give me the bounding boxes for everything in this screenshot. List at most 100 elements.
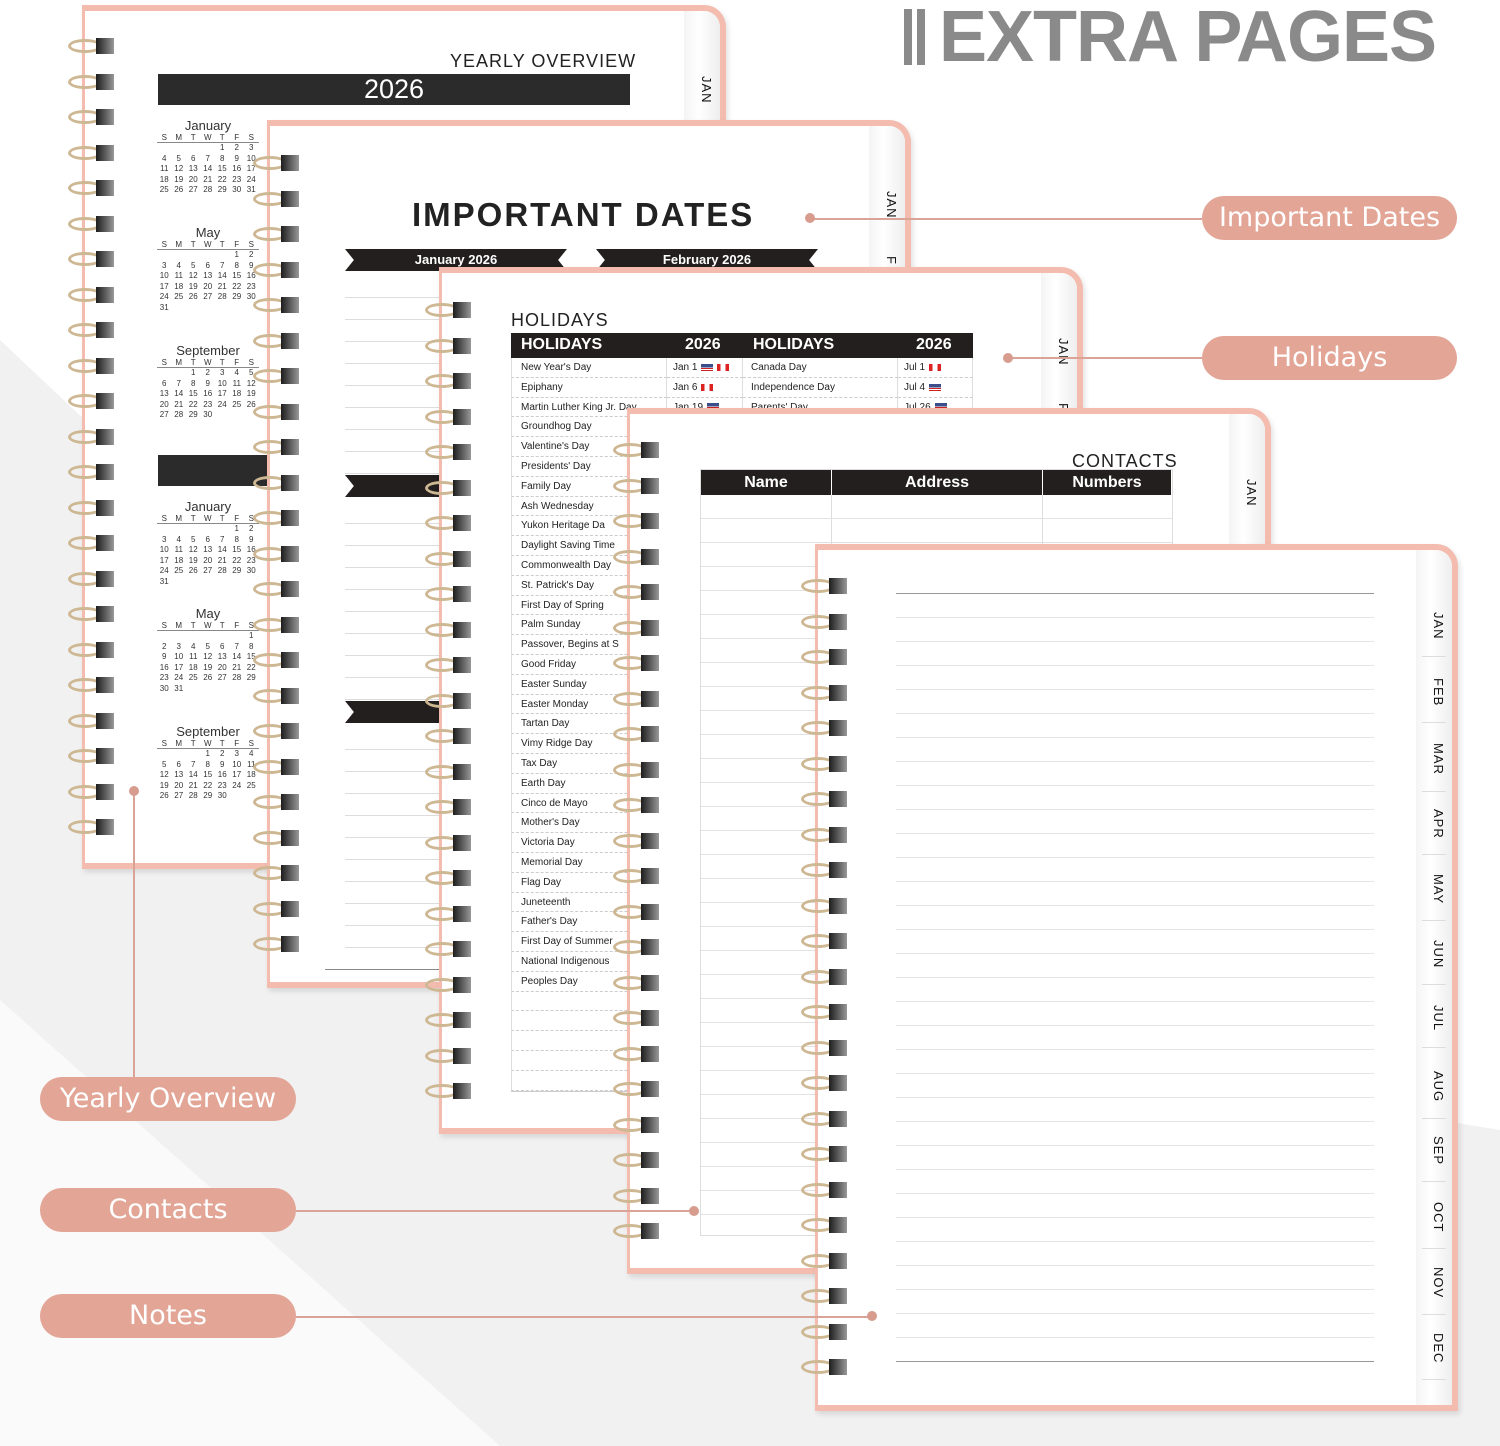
day-cell [157, 631, 172, 642]
yearly-title: YEARLY OVERVIEW [450, 51, 637, 71]
ring-hole [829, 897, 847, 914]
day-cell: 29 [232, 566, 242, 576]
ring-hole [96, 606, 114, 622]
day-cell: 4 [176, 534, 181, 544]
notes-page: JAN FEB MAR APR MAY JUN JUL AUG SEP OCT NOV DEC [815, 544, 1458, 1411]
day-cell [186, 749, 201, 760]
tab-apr[interactable]: APR [1422, 809, 1446, 856]
spiral-ring [613, 1010, 661, 1028]
day-cell [230, 410, 245, 421]
weekday-label: T [219, 621, 225, 630]
column-numbers: Numbers [1043, 470, 1172, 495]
ring-hole [281, 652, 299, 668]
spiral-ring [613, 690, 661, 709]
day-cell: 18 [232, 389, 242, 399]
weekday-label: T [190, 240, 196, 249]
day-cell: 16 [159, 662, 169, 672]
day-cell: 17 [159, 281, 169, 291]
day-cell: 8 [234, 534, 239, 544]
weekday-label: S [248, 133, 254, 142]
day-cell: 25 [232, 399, 242, 409]
ring-hole [281, 936, 299, 952]
tab-feb[interactable]: F [1047, 403, 1071, 412]
tab-jan[interactable]: JAN [884, 191, 899, 219]
day-cell: 26 [246, 399, 256, 409]
weekday-label: S [161, 514, 167, 523]
flag-ca-icon [701, 383, 714, 391]
spiral-ring [425, 905, 473, 924]
ring-hole [281, 226, 299, 242]
day-cell: 23 [246, 555, 256, 565]
day-cell [186, 684, 201, 695]
tab-mar[interactable]: MAR [1422, 743, 1446, 792]
holidays-table-header: HOLIDAYS 2026 HOLIDAYS 2026 [511, 333, 973, 358]
tab-feb[interactable]: FEB [1422, 678, 1446, 723]
week-row: 13 14 15 16 17 18 19 [157, 389, 259, 400]
day-cell: 20 [203, 281, 213, 291]
weekday-label: S [248, 358, 254, 367]
spiral-ring [613, 477, 661, 496]
day-cell: 24 [159, 566, 169, 576]
tab-sep[interactable]: SEP [1422, 1136, 1446, 1183]
day-cell: 30 [159, 683, 169, 693]
day-cell: 12 [174, 164, 184, 174]
connector-dot [867, 1311, 877, 1321]
tab-jan[interactable]: JAN [1056, 338, 1071, 366]
spiral-ring [801, 968, 849, 987]
day-cell: 27 [203, 292, 213, 302]
day-cell: 19 [159, 780, 169, 790]
tab-jun[interactable]: JUN [1422, 940, 1446, 985]
tab-may[interactable]: MAY [1422, 874, 1446, 922]
column-name: Name [701, 470, 832, 495]
spiral-ring [613, 974, 661, 993]
day-cell [215, 410, 230, 421]
spiral-ring [801, 791, 849, 809]
week-row: 10 11 12 13 14 15 16 [157, 545, 259, 556]
week-row: 16 17 18 19 20 21 22 [157, 663, 259, 674]
day-cell: 19 [246, 389, 256, 399]
ring-hole [281, 261, 299, 278]
flag-us-icon [934, 403, 947, 411]
spiral-ring [68, 286, 116, 305]
day-cell: 18 [188, 662, 198, 672]
weekday-label: M [175, 240, 183, 249]
day-cell: 18 [174, 281, 184, 291]
day-cell: 28 [188, 791, 198, 801]
day-cell: 9 [249, 260, 254, 270]
day-cell: 18 [159, 174, 169, 184]
spiral-ring [253, 155, 301, 173]
day-cell: 24 [232, 780, 242, 790]
tab-feb[interactable]: F [884, 256, 899, 265]
tab-oct[interactable]: OCT [1422, 1202, 1446, 1249]
tab-jan[interactable]: JAN [1244, 479, 1259, 507]
day-cell: 10 [159, 271, 169, 281]
week-row: 6 7 8 9 10 11 12 [157, 379, 259, 390]
weekday-label: F [234, 358, 240, 367]
tab-jul[interactable]: JUL [1422, 1005, 1446, 1049]
header-year: 2026 [685, 336, 721, 353]
tab-jan[interactable]: JAN [1422, 612, 1446, 657]
ring-hole [453, 692, 471, 709]
day-cell: 12 [188, 545, 198, 555]
day-cell [172, 577, 187, 588]
label-yearly-overview: Yearly Overview [40, 1077, 296, 1121]
week-row: 10 11 12 13 14 15 16 [157, 271, 259, 282]
ring-hole [96, 677, 114, 693]
table-bottom [511, 1090, 667, 1092]
tab-nov[interactable]: NOV [1422, 1267, 1446, 1316]
tab-dec[interactable]: DEC [1422, 1333, 1446, 1380]
ring-hole [829, 1217, 847, 1233]
spiral-ring [253, 936, 301, 954]
holiday-name: Independence Day [743, 377, 898, 398]
ring-hole [281, 545, 299, 562]
tab-aug[interactable]: AUG [1422, 1071, 1446, 1119]
day-cell [172, 524, 187, 535]
weekday-label: M [175, 514, 183, 523]
ring-hole [453, 621, 471, 638]
spiral-ring [68, 144, 116, 163]
spiral-ring [801, 1323, 849, 1342]
tab-jan[interactable]: JAN [699, 76, 714, 104]
ring-hole [453, 763, 471, 780]
